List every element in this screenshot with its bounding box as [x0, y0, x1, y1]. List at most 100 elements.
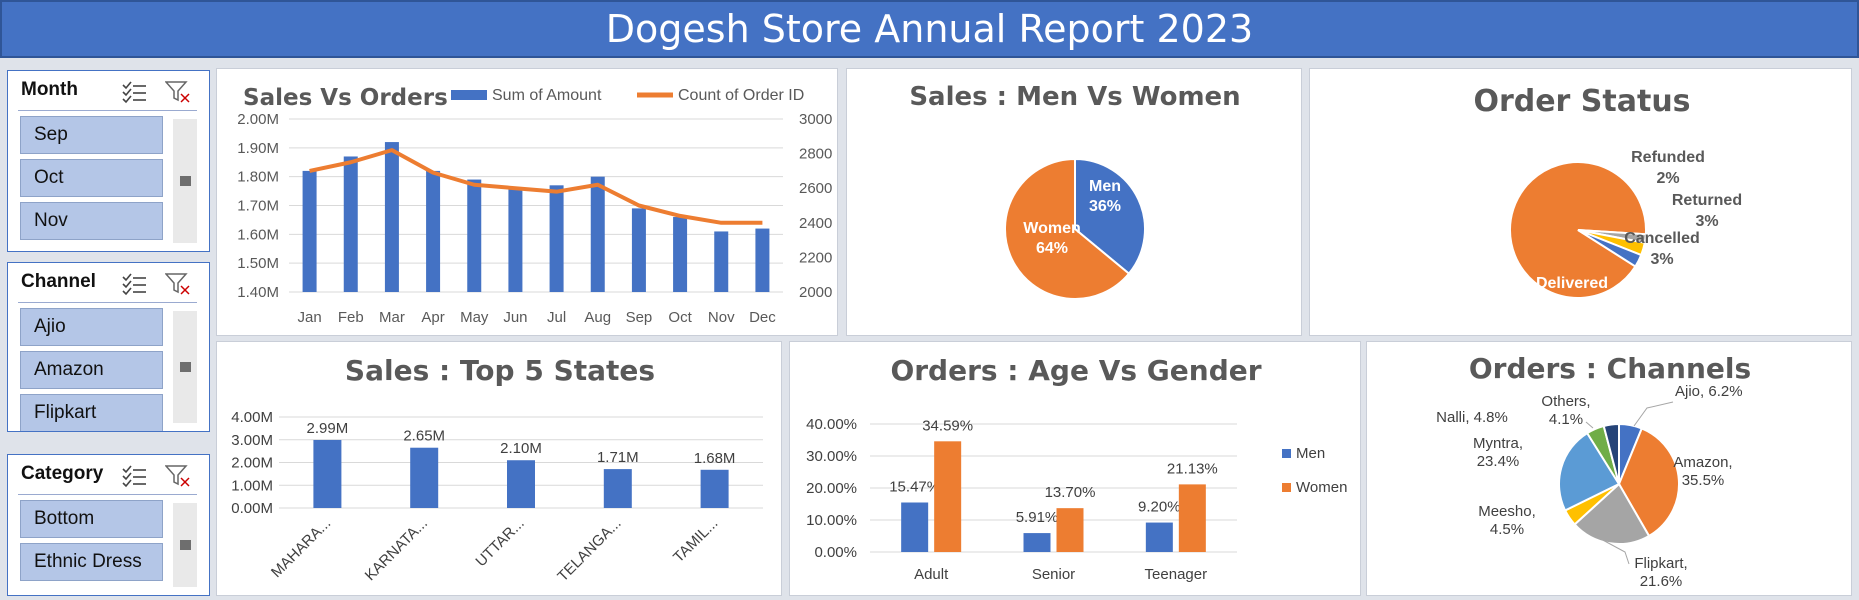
bar-state	[603, 469, 632, 508]
bar-women	[934, 441, 962, 552]
leader-line-ajio	[1633, 401, 1674, 427]
slicer-month[interactable]: Month Sep Oct Nov	[7, 70, 210, 252]
slicer-item[interactable]: Flipkart	[20, 394, 163, 431]
y-tick: 0.00M	[231, 500, 273, 517]
clear-filter-icon[interactable]	[164, 80, 191, 104]
slicer-scrollbar[interactable]	[173, 119, 197, 243]
x-tick: Teenager	[1145, 566, 1208, 583]
slice-label: Meesho, 4.5%	[1478, 503, 1536, 538]
slice-label: Ajio, 6.2%	[1675, 383, 1743, 400]
slice-label: Myntra, 23.4%	[1473, 435, 1523, 470]
y-tick: 40.00%	[806, 416, 857, 433]
chart-title: Orders : Channels	[1469, 352, 1751, 385]
x-tick: May	[460, 309, 489, 326]
slice-label: Women	[1023, 220, 1080, 237]
slicer-divider	[18, 110, 197, 111]
slicer-item[interactable]: Sep	[20, 116, 163, 154]
chart-top-5-states: Sales : Top 5 States 0.00M 1.00M 2.00M 3.00M…	[231, 354, 763, 585]
multi-select-icon[interactable]	[121, 80, 147, 104]
bar-sum-of-amount	[590, 176, 605, 292]
bar-sum-of-amount	[673, 217, 688, 292]
slicer-item[interactable]: Oct	[20, 159, 163, 197]
slice-myntra	[1558, 431, 1621, 512]
data-label: 15.47%	[889, 478, 940, 495]
chart-title: Orders : Age Vs Gender	[890, 354, 1261, 387]
x-tick: Nov	[708, 309, 735, 326]
data-label: 5.91%	[1016, 509, 1059, 526]
y-left-tick: 1.50M	[237, 255, 279, 272]
x-tick: MAHARA...	[268, 515, 334, 581]
chart-title: Order Status	[1473, 84, 1690, 119]
bar-sum-of-amount	[467, 179, 482, 292]
y-tick: 30.00%	[806, 448, 857, 465]
y-left-tick: 1.40M	[237, 284, 279, 301]
report-banner: Dogesh Store Annual Report 2023	[0, 0, 1859, 58]
slicer-scrollbar[interactable]	[173, 311, 197, 423]
slicer-scrollbar[interactable]	[173, 503, 197, 587]
slicer-item[interactable]: Bottom	[20, 500, 163, 538]
slice-label: Refunded	[1631, 149, 1705, 166]
y-left-tick: 2.00M	[237, 111, 279, 128]
slice-label: Others, 4.1%	[1541, 393, 1590, 428]
multi-select-icon[interactable]	[121, 464, 147, 488]
slicer-item[interactable]: Ajio	[20, 308, 163, 346]
leader-line-flipkart	[1598, 537, 1630, 565]
data-label: 2.99M	[307, 420, 349, 437]
bar-sum-of-amount	[549, 185, 564, 292]
clear-filter-icon[interactable]	[164, 464, 191, 488]
slice-label: Amazon, 35.5%	[1673, 454, 1732, 489]
bar-men	[901, 502, 929, 552]
y-right-tick: 2800	[799, 146, 832, 163]
chart-title: Sales : Top 5 States	[345, 354, 655, 387]
slicer-item[interactable]: Ethnic Dress	[20, 543, 163, 581]
x-tick: Jul	[547, 309, 566, 326]
y-left-tick: 1.60M	[237, 226, 279, 243]
x-tick: TAMIL...	[670, 515, 721, 566]
multi-select-icon[interactable]	[121, 272, 147, 296]
slice-label: Cancelled	[1624, 230, 1700, 247]
slice-label: Flipkart, 21.6%	[1634, 555, 1687, 590]
slice-value: 3%	[1695, 213, 1718, 230]
legend-label: Count of Order ID	[678, 87, 804, 104]
scroll-thumb[interactable]	[180, 540, 191, 550]
x-tick: Feb	[338, 309, 364, 326]
chart-sales-vs-orders: Sales Vs Orders Sum of Amount Count of Ord…	[237, 85, 832, 326]
bar-sum-of-amount	[508, 188, 523, 292]
data-label: 21.13%	[1167, 460, 1218, 477]
slice-others	[1602, 422, 1620, 485]
y-left-tick: 1.90M	[237, 140, 279, 157]
legend-label: Men	[1296, 445, 1325, 462]
slicer-title: Channel	[21, 271, 96, 292]
bar-men	[1145, 522, 1173, 552]
scroll-thumb[interactable]	[180, 362, 191, 372]
y-tick: 3.00M	[231, 432, 273, 449]
y-tick: 10.00%	[806, 512, 857, 529]
x-tick: Oct	[668, 309, 692, 326]
slicer-divider	[18, 302, 197, 303]
bar-sum-of-amount	[302, 170, 317, 292]
y-right-tick: 2000	[799, 284, 832, 301]
x-tick: Adult	[914, 566, 949, 583]
slicer-item[interactable]: Amazon	[20, 351, 163, 389]
slicer-title: Month	[21, 79, 78, 100]
y-tick: 1.00M	[231, 477, 273, 494]
panel-sales-men-women: Sales : Men Vs Women Men 36% Women 64%	[846, 68, 1302, 336]
y-tick: 4.00M	[231, 409, 273, 426]
x-tick: Sep	[626, 309, 653, 326]
slicer-category[interactable]: Category Bottom Ethnic Dress	[7, 454, 210, 596]
slicer-title: Category	[21, 463, 104, 484]
y-tick: 2.00M	[231, 455, 273, 472]
scroll-thumb[interactable]	[180, 176, 191, 186]
y-tick: 0.00%	[814, 544, 857, 561]
x-tick: TELANGA...	[554, 515, 624, 585]
bar-sum-of-amount	[343, 156, 358, 292]
panel-age-vs-gender: Orders : Age Vs Gender 0.00% 10.00% 20.00% 3…	[789, 341, 1361, 596]
slicer-item[interactable]: Nov	[20, 202, 163, 240]
data-label: 2.10M	[500, 440, 542, 457]
slicer-channel[interactable]: Channel Ajio Amazon Flipkart	[7, 262, 210, 432]
clear-filter-icon[interactable]	[164, 272, 191, 296]
x-tick: Apr	[421, 309, 444, 326]
legend-swatch-sum-of-amount	[451, 90, 487, 100]
data-label: 2.65M	[403, 428, 445, 445]
